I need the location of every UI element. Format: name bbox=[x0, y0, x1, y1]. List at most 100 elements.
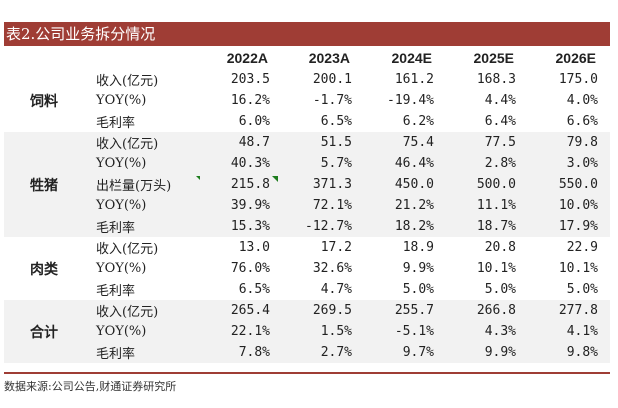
table-cell: 450.0 bbox=[364, 174, 446, 195]
table-cell: 6.0% bbox=[238, 114, 270, 129]
metric-label-text: 出栏量(万头) bbox=[96, 179, 172, 194]
metric-label: YOY(%) bbox=[96, 93, 147, 108]
table-row: 饲料 收入(亿元) 203.5 200.1 161.2 168.3 175.0 bbox=[4, 69, 610, 110]
metric-label: 出栏量(万头) bbox=[84, 174, 202, 195]
table-title: 表2.公司业务拆分情况 bbox=[4, 22, 610, 46]
metric-label: 收入(亿元) bbox=[84, 132, 200, 153]
table-cell: 16.2% bbox=[230, 93, 270, 108]
segment-label: 牲猪 bbox=[4, 132, 84, 237]
table-cell: 18.2% bbox=[364, 216, 446, 237]
table-row: 牲猪 收入(亿元) 48.7 51.5 75.4 77.5 79.8 bbox=[4, 132, 610, 237]
table-cell: 215.8 bbox=[200, 174, 282, 195]
comment-flag-icon bbox=[196, 176, 202, 182]
column-header: 2023A bbox=[308, 49, 350, 66]
metric-label: YOY(%) bbox=[84, 195, 200, 216]
table-cell: -12.7% bbox=[282, 216, 364, 237]
table-cell-text: 215.8 bbox=[230, 177, 270, 192]
table-cell: 6.5% bbox=[320, 114, 352, 129]
metric-label: 收入(亿元) bbox=[96, 74, 159, 89]
metric-label: 收入(亿元) bbox=[96, 242, 159, 257]
table-cell: 4.0% bbox=[566, 93, 598, 108]
table-cell: 17.9% bbox=[528, 216, 610, 237]
table-row: YOY(%) 39.9% 72.1% 21.2% 11.1% 10.0% bbox=[4, 195, 610, 216]
table-cell: 40.3% bbox=[200, 153, 282, 174]
table-cell: -1.7% bbox=[312, 93, 352, 108]
table-row: 合计 收入(亿元) 265.4 269.5 255.7 266.8 277.8 bbox=[4, 300, 610, 363]
table-cell: 371.3 bbox=[282, 174, 364, 195]
table-cell: 32.6% bbox=[312, 261, 352, 276]
table-cell: 10.0% bbox=[528, 195, 610, 216]
table-row: 出栏量(万头) 215.8 371.3 450.0 500.0 550.0 bbox=[4, 174, 610, 195]
business-breakdown-table: 2022A 2023A 2024E 2025E 2026E 饲料 收入(亿元) … bbox=[4, 46, 610, 363]
table-cell: 46.4% bbox=[364, 153, 446, 174]
table-cell: 79.8 bbox=[528, 132, 610, 153]
table-cell: 1.5% bbox=[282, 321, 364, 342]
table-row: 肉类 收入(亿元) 13.0 17.2 18.9 20.8 22.9 bbox=[4, 237, 610, 278]
metric-label: 毛利率 bbox=[84, 342, 200, 363]
table-cell: 10.1% bbox=[476, 261, 516, 276]
column-header: 2024E bbox=[391, 49, 432, 66]
table-cell: 550.0 bbox=[528, 174, 610, 195]
table-cell: 9.7% bbox=[364, 342, 446, 363]
table-row: YOY(%) 40.3% 5.7% 46.4% 2.8% 3.0% bbox=[4, 153, 610, 174]
table-cell: 265.4 bbox=[200, 300, 282, 321]
table-cell: 6.2% bbox=[402, 114, 434, 129]
table-cell: 20.8 bbox=[484, 240, 516, 255]
table-cell: 9.9% bbox=[402, 261, 434, 276]
header-row: 2022A 2023A 2024E 2025E 2026E bbox=[4, 46, 610, 69]
table-row: YOY(%) 16.2% -1.7% -19.4% 4.4% 4.0% bbox=[4, 90, 610, 111]
table-cell: 13.0 bbox=[238, 240, 270, 255]
comment-flag-icon bbox=[272, 176, 278, 182]
table-cell: 6.5% bbox=[238, 282, 270, 297]
bottom-divider bbox=[4, 372, 610, 374]
table-cell: 4.1% bbox=[528, 321, 610, 342]
table-row: YOY(%) 76.0% 32.6% 9.9% 10.1% 10.1% bbox=[4, 258, 610, 279]
table-cell: 18.9 bbox=[402, 240, 434, 255]
table-cell: 22.1% bbox=[200, 321, 282, 342]
table-cell: 5.0% bbox=[484, 282, 516, 297]
table-cell: 77.5 bbox=[446, 132, 528, 153]
table-row: 毛利率 6.5% 4.7% 5.0% 5.0% 5.0% bbox=[4, 279, 610, 300]
table-cell: 175.0 bbox=[558, 72, 598, 87]
table-cell: 500.0 bbox=[446, 174, 528, 195]
table-cell: 161.2 bbox=[394, 72, 434, 87]
table-cell: 21.2% bbox=[364, 195, 446, 216]
table-cell: -19.4% bbox=[387, 93, 434, 108]
table-cell: 17.2 bbox=[320, 240, 352, 255]
column-header: 2026E bbox=[555, 49, 596, 66]
source-note: 数据来源:公司公告,财通证券研究所 bbox=[4, 380, 177, 393]
table-cell: 22.9 bbox=[566, 240, 598, 255]
table-cell: 15.3% bbox=[200, 216, 282, 237]
table-cell: 266.8 bbox=[446, 300, 528, 321]
table-cell: 5.0% bbox=[402, 282, 434, 297]
table-row: 毛利率 7.8% 2.7% 9.7% 9.9% 9.8% bbox=[4, 342, 610, 363]
table-cell: 6.6% bbox=[566, 114, 598, 129]
table-cell: 51.5 bbox=[282, 132, 364, 153]
table-cell: 5.7% bbox=[282, 153, 364, 174]
table-cell: -5.1% bbox=[364, 321, 446, 342]
header-blank-segment bbox=[4, 46, 84, 69]
table-cell: 11.1% bbox=[446, 195, 528, 216]
table-cell: 72.1% bbox=[282, 195, 364, 216]
table-cell: 7.8% bbox=[200, 342, 282, 363]
metric-label: YOY(%) bbox=[84, 321, 200, 342]
table-cell: 277.8 bbox=[528, 300, 610, 321]
header-blank-metric bbox=[84, 46, 200, 69]
table-cell: 4.4% bbox=[484, 93, 516, 108]
table-cell: 200.1 bbox=[312, 72, 352, 87]
metric-label: 收入(亿元) bbox=[84, 300, 200, 321]
table-cell: 39.9% bbox=[200, 195, 282, 216]
metric-label: 毛利率 bbox=[96, 116, 136, 131]
table-cell: 10.1% bbox=[558, 261, 598, 276]
table-cell: 6.4% bbox=[484, 114, 516, 129]
table-cell: 269.5 bbox=[282, 300, 364, 321]
table-cell: 2.8% bbox=[446, 153, 528, 174]
table-cell: 5.0% bbox=[566, 282, 598, 297]
table-cell: 75.4 bbox=[364, 132, 446, 153]
metric-label: YOY(%) bbox=[96, 261, 147, 276]
metric-label: YOY(%) bbox=[84, 153, 200, 174]
table-row: 毛利率 15.3% -12.7% 18.2% 18.7% 17.9% bbox=[4, 216, 610, 237]
table-row: 毛利率 6.0% 6.5% 6.2% 6.4% 6.6% bbox=[4, 111, 610, 132]
table-cell: 168.3 bbox=[476, 72, 516, 87]
table-cell: 9.9% bbox=[446, 342, 528, 363]
